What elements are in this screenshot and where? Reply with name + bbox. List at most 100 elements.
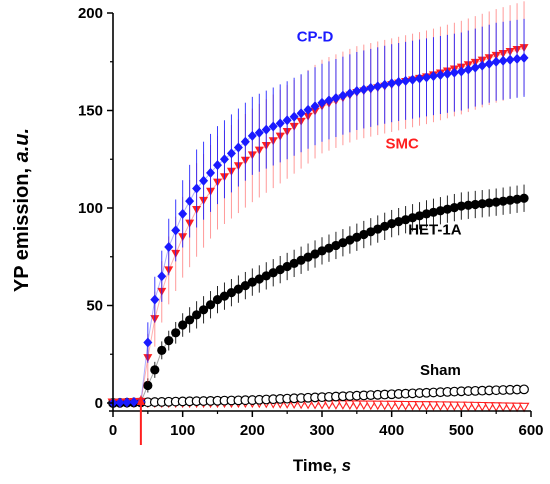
x-tick-label: 0 [109,422,117,439]
data-point-diamond [261,124,271,135]
data-point-triangle-open [448,401,460,412]
data-point-diamond [185,196,195,207]
data-point-diamond [275,118,285,129]
data-point-triangle-open [504,402,516,413]
data-point-circle [352,232,362,242]
y-tick-label: 150 [78,103,103,120]
series-label: Sham [420,362,461,379]
data-point-diamond [456,66,466,77]
data-point-diamond [422,72,431,83]
y-axis-title-unit: a.u. [11,128,33,162]
data-point-diamond [268,121,278,132]
data-point-diamond [115,397,125,408]
data-point-diamond [240,136,250,147]
data-point-triangle-open [379,400,391,411]
data-point-triangle-open [469,401,481,412]
data-point-diamond [491,56,501,67]
x-tick-label: 600 [518,422,543,439]
data-point-diamond [206,167,216,178]
data-point-triangle-open [428,401,439,411]
data-point-triangle-open [476,401,488,412]
data-point-circle [359,229,369,240]
data-point-circle-open [519,384,529,395]
x-tick-label: 200 [240,422,265,439]
data-point-triangle-open [393,400,405,411]
data-point-diamond [317,97,327,108]
data-point-diamond [435,70,445,81]
data-point-triangle-open [351,400,363,411]
y-tick-label: 200 [78,5,103,22]
data-point-diamond [505,54,515,65]
data-point-circle [380,221,390,231]
series-sham: Sham [108,362,529,408]
data-point-diamond [164,242,174,252]
data-point-diamond [254,127,264,138]
data-point-circle [338,238,348,248]
data-point-circle [324,243,334,253]
data-point-triangle-open [386,400,398,411]
data-point-circle [401,215,411,225]
data-point-circle [394,217,404,227]
data-point-triangle-open [365,400,377,411]
data-point-diamond [192,183,202,194]
data-point-triangle-open [490,402,502,412]
data-point-diamond [477,60,487,71]
data-point-circle [240,281,250,291]
data-point-circle [247,277,257,287]
data-point-diamond [213,160,222,171]
data-point-diamond [484,58,494,69]
data-point-diamond [387,78,397,89]
data-point-circle [414,211,425,221]
data-point-circle [456,201,466,211]
data-point-diamond [345,88,355,99]
y-axis-title-main: YP emission, [11,162,33,292]
data-point-circle [171,328,181,338]
data-point-triangle-open [511,402,523,413]
data-point-diamond [150,294,160,305]
data-point-triangle-open [358,400,370,411]
data-point-diamond [171,225,181,236]
data-point-diamond [380,79,390,90]
data-point-circle [470,199,480,210]
data-point-circle [484,198,494,208]
data-point-circle [512,194,522,204]
data-point-triangle-open [455,401,467,412]
data-point-circle [449,203,459,213]
data-point-circle [442,204,452,214]
data-point-circle [303,252,313,262]
y-tick-label: 100 [78,200,103,217]
data-point-circle [331,240,341,251]
series-label: HET-1A [408,221,462,238]
data-point-diamond [373,81,383,92]
data-point-circle [435,206,446,216]
data-point-circle [477,199,487,209]
data-point-diamond [219,154,229,165]
data-point-diamond [498,55,508,66]
data-point-circle [275,265,285,275]
x-axis-title-main: Time, [293,456,342,475]
data-point-diamond [338,90,348,101]
data-point-circle [157,345,167,355]
data-point-diamond [463,64,473,75]
data-point-diamond [157,271,167,282]
series-het-1a: HET-1A [108,184,529,408]
data-point-circle [178,320,188,330]
data-point-diamond [449,67,459,78]
data-point-circle [407,213,418,223]
data-point-circle [519,193,529,203]
data-point-triangle-open [372,400,384,411]
data-point-triangle-open [400,400,412,411]
data-point-diamond [442,68,452,79]
data-point-diamond [394,77,404,88]
data-point-triangle-open [434,401,446,412]
data-point-circle [185,315,195,325]
data-point-circle [387,219,397,229]
data-point-diamond [289,111,299,122]
data-point-circle [143,380,153,391]
data-point-diamond [408,74,418,85]
data-point-circle [254,274,264,284]
data-point-circle [205,300,216,310]
data-point-circle [212,295,223,305]
